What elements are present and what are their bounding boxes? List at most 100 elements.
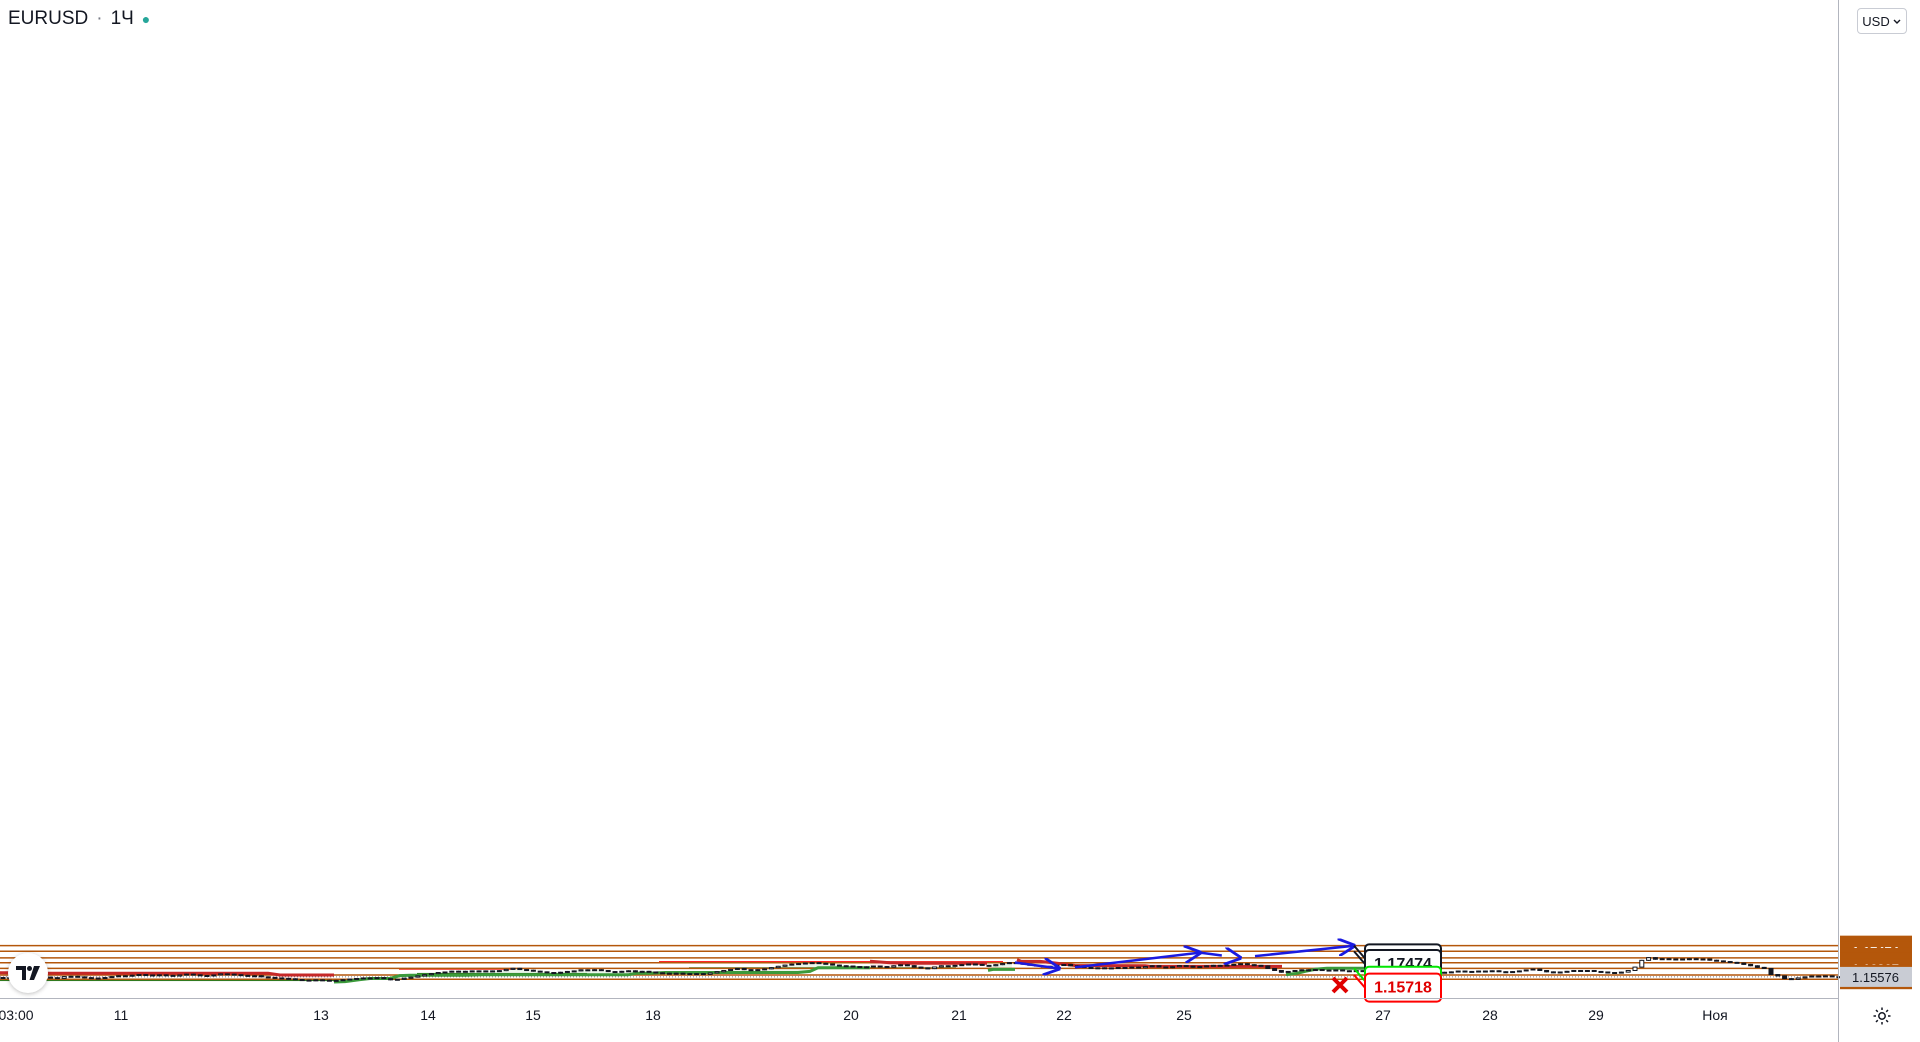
candle-body xyxy=(918,966,924,969)
candle-body xyxy=(714,971,720,974)
candle-body xyxy=(272,976,278,979)
candle-body xyxy=(1754,965,1760,968)
candle xyxy=(639,970,645,973)
candle xyxy=(422,974,428,977)
candle xyxy=(1673,958,1679,961)
candle-body xyxy=(537,970,543,973)
candle-body xyxy=(755,969,761,972)
candle-body xyxy=(1251,964,1257,967)
candle xyxy=(1523,969,1529,972)
candle xyxy=(1605,971,1611,974)
candle-body xyxy=(1503,971,1509,974)
candle xyxy=(952,964,958,967)
candle xyxy=(1448,971,1454,974)
candle-body xyxy=(700,973,706,976)
candle-body xyxy=(1727,961,1733,964)
settings-gear-icon[interactable] xyxy=(1868,1002,1896,1030)
candle xyxy=(1788,978,1794,981)
candle-body xyxy=(673,972,679,975)
candle-body xyxy=(252,975,258,978)
candle xyxy=(1625,969,1631,973)
candle-body xyxy=(1333,969,1339,972)
candle-body xyxy=(1006,962,1012,965)
candle-body xyxy=(435,972,441,975)
candle-body xyxy=(816,962,822,965)
candle-body xyxy=(891,965,897,968)
candle-body xyxy=(802,962,808,965)
candle xyxy=(1142,966,1148,969)
red-cross-icon xyxy=(1331,976,1349,994)
candle-body xyxy=(1510,971,1516,974)
candle-body xyxy=(54,977,60,980)
candle xyxy=(1482,970,1488,973)
candle-body xyxy=(456,970,462,973)
x-tick-label: 13 xyxy=(313,1007,329,1023)
candle xyxy=(184,973,190,976)
candle-body xyxy=(646,970,652,973)
candle xyxy=(1122,967,1128,970)
candle xyxy=(918,966,924,969)
x-tick-label: 14 xyxy=(420,1007,436,1023)
candle xyxy=(1204,965,1210,968)
candle xyxy=(1054,964,1060,967)
candle xyxy=(503,968,509,972)
candle xyxy=(218,973,224,976)
candle-body xyxy=(694,973,700,976)
candle xyxy=(646,970,652,973)
candle-body xyxy=(95,977,101,980)
candle xyxy=(1176,965,1182,968)
candle-body xyxy=(564,970,570,973)
candle-body xyxy=(340,979,346,982)
candle xyxy=(48,976,54,979)
candle-body xyxy=(313,979,319,982)
symbol-header[interactable]: EURUSD · 1Ч ● xyxy=(8,8,150,30)
candle-body xyxy=(571,970,577,973)
candle-body xyxy=(360,977,366,980)
candle-body xyxy=(1122,967,1128,970)
candle xyxy=(986,964,992,967)
candle xyxy=(626,970,632,973)
candle-body xyxy=(1061,964,1067,967)
candle-body xyxy=(1197,966,1203,969)
candle-body xyxy=(1652,957,1658,960)
candle xyxy=(360,977,366,980)
candle xyxy=(170,974,176,977)
candle xyxy=(1646,957,1652,961)
candle-body xyxy=(707,972,713,975)
candle-body xyxy=(1102,967,1108,970)
trend-fill-bull xyxy=(1286,968,1366,975)
candle xyxy=(796,963,802,966)
candle-body xyxy=(245,974,251,977)
candle-body xyxy=(122,975,128,978)
candle xyxy=(1761,966,1767,969)
trailing-stop-bull xyxy=(987,967,1015,972)
candle xyxy=(1802,976,1808,979)
candle-body xyxy=(48,976,54,979)
candle-body xyxy=(619,970,625,973)
candle xyxy=(911,965,917,968)
candle-body xyxy=(88,977,94,980)
candle xyxy=(1693,958,1699,961)
candle xyxy=(1476,970,1482,973)
candle xyxy=(816,962,822,965)
candle xyxy=(1095,967,1101,970)
candle xyxy=(1224,964,1230,967)
candle-body xyxy=(1768,967,1774,976)
header-separator: · xyxy=(96,8,103,29)
candle-body xyxy=(374,977,380,980)
candle xyxy=(1244,963,1250,966)
tradingview-logo-icon[interactable] xyxy=(8,953,48,993)
candle-body xyxy=(265,976,271,979)
candle xyxy=(1108,967,1114,970)
candle xyxy=(1795,977,1801,980)
candle xyxy=(1707,958,1713,961)
candle-body xyxy=(748,969,754,972)
candle-body xyxy=(177,974,183,977)
candle xyxy=(1571,969,1577,972)
currency-selector[interactable]: USD xyxy=(1857,8,1907,34)
candle xyxy=(619,970,625,973)
candle xyxy=(1129,966,1135,969)
candle-body xyxy=(551,972,557,975)
candle-body xyxy=(898,964,904,967)
